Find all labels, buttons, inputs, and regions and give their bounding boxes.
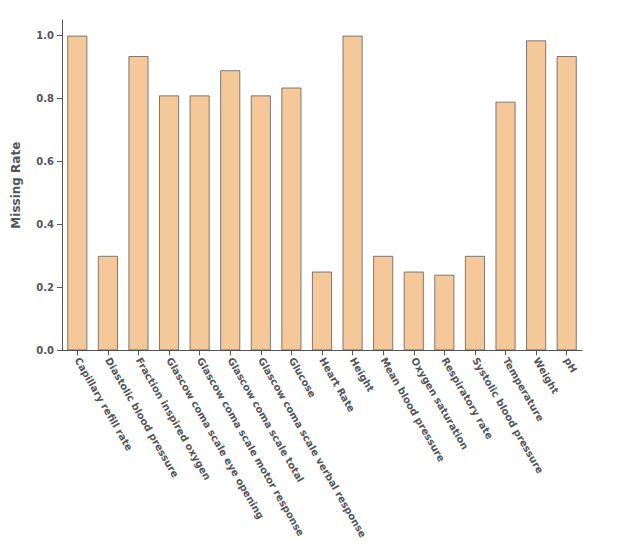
svg-text:Weight: Weight <box>531 356 561 396</box>
svg-text:Capillary refill rate: Capillary refill rate <box>73 356 136 453</box>
svg-text:Glucose: Glucose <box>287 356 319 400</box>
svg-text:Fraction inspired oxygen: Fraction inspired oxygen <box>133 355 213 482</box>
svg-text:0.6: 0.6 <box>36 156 54 167</box>
svg-text:1.0: 1.0 <box>36 30 54 41</box>
svg-text:Height: Height <box>348 356 376 394</box>
svg-text:Glascow coma scale motor respo: Glascow coma scale motor response <box>195 356 307 539</box>
svg-text:Mean blood pressure: Mean blood pressure <box>378 356 447 464</box>
svg-text:Oxygen saturation: Oxygen saturation <box>409 356 471 452</box>
svg-text:Diastolic blood pressure: Diastolic blood pressure <box>103 355 181 480</box>
svg-text:Respiratory rate: Respiratory rate <box>439 355 496 442</box>
svg-text:pH: pH <box>562 356 579 375</box>
svg-text:Missing Rate: Missing Rate <box>9 142 23 229</box>
svg-text:0.0: 0.0 <box>36 345 54 356</box>
svg-text:0.4: 0.4 <box>36 219 54 230</box>
svg-text:Glascow coma scale verbal resp: Glascow coma scale verbal response <box>256 356 369 540</box>
svg-text:Glascow coma scale total: Glascow coma scale total <box>225 355 306 485</box>
svg-text:Systolic blood pressure: Systolic blood pressure <box>470 356 546 476</box>
svg-text:Glascow coma scale eye opening: Glascow coma scale eye opening <box>164 355 267 521</box>
svg-text:Heart Rate: Heart Rate <box>317 355 358 414</box>
svg-text:0.8: 0.8 <box>36 93 54 104</box>
svg-text:0.2: 0.2 <box>36 282 54 293</box>
svg-text:Temperature: Temperature <box>500 355 547 424</box>
